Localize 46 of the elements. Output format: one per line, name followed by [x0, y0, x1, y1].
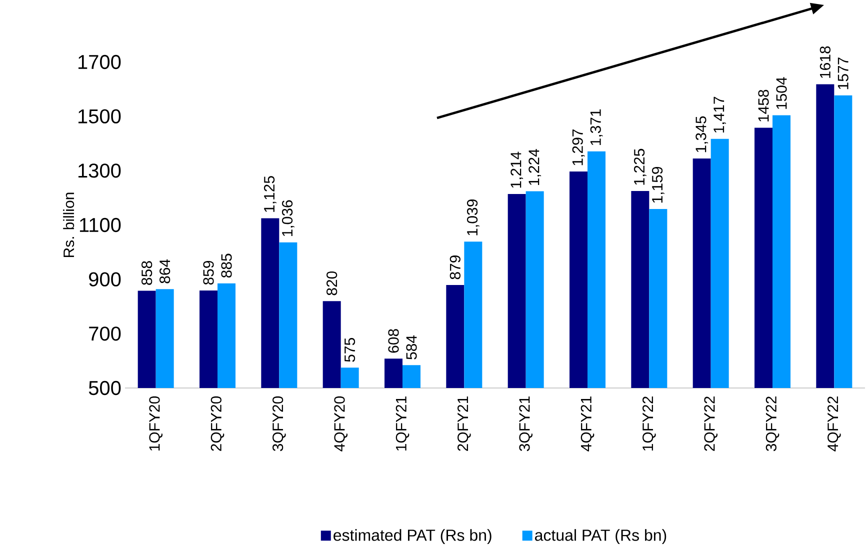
data-label: 1,036: [282, 200, 294, 236]
x-tick-label: 1QFY21: [396, 396, 410, 451]
data-label: 1458: [758, 90, 769, 122]
data-label: 879: [450, 256, 460, 280]
data-label: 1,039: [466, 200, 480, 236]
data-label: 1,125: [264, 176, 276, 212]
y-axis-title: Rs. billion: [63, 192, 74, 257]
x-tick-label: 3QFY22: [766, 396, 780, 452]
data-label: 1618: [820, 46, 830, 78]
data-label: 1,345: [696, 116, 708, 152]
data-label: 1,159: [652, 166, 664, 203]
data-label: 1,214: [510, 152, 524, 188]
data-label: 864: [160, 259, 170, 284]
data-label: 1,297: [572, 130, 585, 166]
data-label: 820: [326, 271, 338, 296]
data-label: 1504: [776, 77, 787, 109]
y-tick-label: 700: [89, 326, 121, 341]
x-tick-label: 1QFY22: [642, 396, 656, 451]
x-tick-label: 4QFY22: [828, 396, 841, 452]
x-tick-label: 4QFY20: [334, 396, 348, 452]
y-tick-label: 1500: [78, 109, 121, 124]
data-label: 1,371: [590, 109, 603, 146]
data-label: 575: [344, 338, 356, 362]
data-label: 608: [388, 329, 399, 353]
x-tick-label: 3QFY21: [519, 396, 532, 452]
data-label: 858: [142, 261, 152, 285]
data-label: 885: [221, 254, 232, 278]
x-tick-label: 4QFY21: [580, 396, 594, 452]
y-tick-label: 1300: [78, 164, 121, 178]
data-label: 1,225: [634, 148, 646, 185]
data-label: 1,224: [528, 149, 542, 185]
x-tick-label: 3QFY20: [272, 396, 286, 452]
x-tick-label: 2QFY22: [704, 396, 718, 451]
data-label: 584: [406, 335, 417, 360]
y-tick-label: 500: [88, 380, 121, 396]
legend-label: estimated PAT (Rs bn): [334, 529, 492, 544]
x-tick-label: 2QFY20: [210, 396, 224, 451]
legend-label: actual PAT (Rs bn): [535, 529, 666, 544]
data-label: 1,417: [714, 96, 726, 133]
x-tick-label: 1QFY20: [149, 396, 162, 451]
x-tick-label: 2QFY21: [458, 396, 471, 451]
y-tick-label: 900: [89, 272, 121, 286]
y-tick-label: 1100: [80, 218, 121, 232]
data-label: 859: [203, 260, 214, 285]
y-tick-label: 1700: [78, 54, 121, 70]
data-label: 1577: [838, 58, 848, 90]
